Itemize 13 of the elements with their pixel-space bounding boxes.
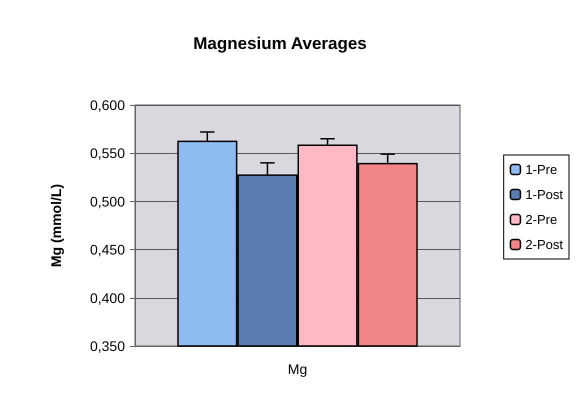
- chart-title: Magnesium Averages: [193, 34, 367, 53]
- y-tick-label: 0,450: [90, 242, 126, 258]
- y-tick-label: 0,350: [90, 338, 126, 354]
- x-tick-label: Mg: [288, 361, 308, 377]
- y-tick-label: 0,600: [90, 97, 126, 113]
- y-axis-title: Mg (mmol/L): [48, 184, 64, 268]
- y-tick-label: 0,550: [90, 145, 126, 162]
- y-tick-label: 0,400: [90, 290, 126, 306]
- y-tick-label: 0,500: [90, 193, 126, 210]
- legend-label: 1-Post: [525, 187, 564, 202]
- legend-label: 2-Pre: [525, 212, 558, 227]
- legend-label: 2-Post: [525, 237, 564, 252]
- legend-label: 1-Pre: [525, 162, 558, 177]
